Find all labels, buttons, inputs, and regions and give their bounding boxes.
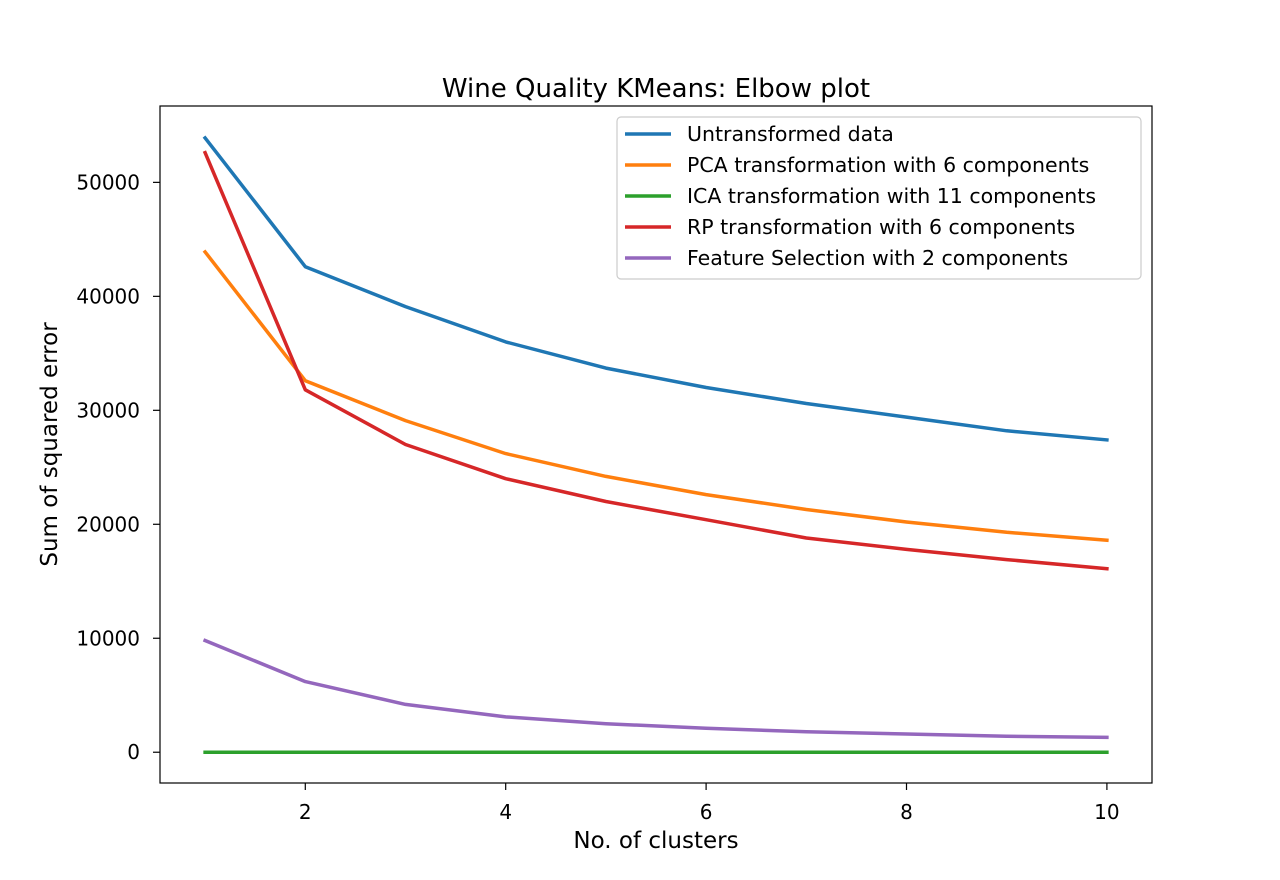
x-axis-label: No. of clusters — [573, 828, 738, 854]
x-axis-ticks: 2 4 6 8 10 — [299, 783, 1120, 824]
legend-label: RP transformation with 6 components — [687, 215, 1075, 239]
x-tick-label: 4 — [499, 800, 512, 824]
series-line-2 — [202, 249, 1109, 543]
y-tick-label: 10000 — [76, 626, 140, 650]
x-tick-label: 2 — [299, 800, 312, 824]
y-axis-ticks: 0 10000 20000 30000 40000 50000 — [76, 170, 160, 764]
legend-label: PCA transformation with 6 components — [687, 153, 1089, 177]
y-tick-label: 30000 — [76, 398, 140, 422]
x-tick-label: 8 — [900, 800, 913, 824]
y-axis-label: Sum of squared error — [37, 322, 63, 567]
y-tick-label: 50000 — [76, 170, 140, 194]
plot-frame — [159, 105, 1153, 784]
legend-label: Untransformed data — [687, 122, 894, 146]
chart-title: Wine Quality KMeans: Elbow plot — [442, 74, 870, 104]
y-tick-label: 40000 — [76, 284, 140, 308]
plot-lines — [202, 135, 1109, 754]
legend-label: Feature Selection with 2 components — [687, 246, 1068, 270]
legend: Untransformed data PCA transformation wit… — [616, 116, 1142, 280]
series-line-1 — [202, 135, 1109, 442]
x-tick-label: 6 — [700, 800, 713, 824]
legend-label: ICA transformation with 11 components — [687, 184, 1096, 208]
x-tick-label: 10 — [1094, 800, 1119, 824]
legend-box — [616, 116, 1142, 280]
y-tick-label: 0 — [127, 740, 140, 764]
series-line-5 — [202, 638, 1109, 740]
y-tick-label: 20000 — [76, 512, 140, 536]
series-line-4 — [202, 150, 1109, 571]
